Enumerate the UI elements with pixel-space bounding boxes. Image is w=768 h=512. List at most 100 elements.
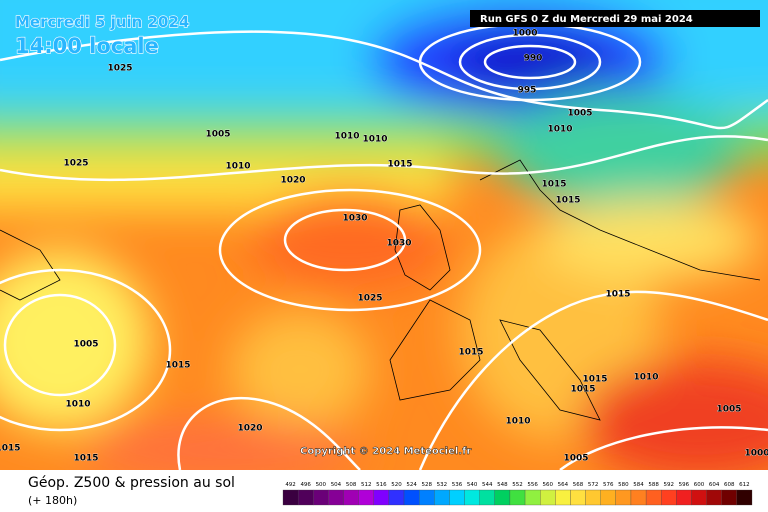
isobar-label: 1015 bbox=[582, 375, 607, 385]
legend-swatch bbox=[343, 489, 359, 506]
legend-label: 600 bbox=[694, 482, 705, 488]
isobar-label: 1025 bbox=[107, 64, 132, 74]
legend-swatch bbox=[585, 489, 601, 506]
legend-swatch bbox=[388, 489, 405, 506]
isobar-label: 1015 bbox=[458, 348, 483, 358]
legend-swatch bbox=[509, 489, 526, 506]
legend-label: 540 bbox=[467, 482, 478, 488]
map-date: Mercredi 5 juin 2024 bbox=[15, 13, 189, 31]
legend-label: 592 bbox=[664, 482, 675, 488]
isobar-label: 1015 bbox=[605, 290, 630, 300]
isobar-label: 1015 bbox=[570, 385, 595, 395]
legend-label: 508 bbox=[346, 482, 357, 488]
legend-swatch bbox=[570, 489, 586, 506]
isobar-label: 1025 bbox=[63, 159, 88, 169]
isobar-label: 1010 bbox=[225, 162, 250, 172]
isobar-label: 1010 bbox=[334, 132, 359, 142]
legend-label: 532 bbox=[437, 482, 448, 488]
legend-swatch bbox=[494, 489, 511, 506]
legend-swatch bbox=[721, 489, 738, 506]
legend-label: 492 bbox=[285, 482, 296, 488]
legend-label: 524 bbox=[406, 482, 417, 488]
legend-label: 548 bbox=[497, 482, 508, 488]
isobar-label: 1005 bbox=[73, 340, 98, 350]
legend-label: 608 bbox=[724, 482, 735, 488]
legend-swatch bbox=[661, 489, 677, 506]
isobar-label: 990 bbox=[524, 54, 543, 64]
legend-label: 504 bbox=[331, 482, 342, 488]
legend-swatch bbox=[297, 489, 314, 506]
isobar-label: 1005 bbox=[716, 405, 741, 415]
legend-label: 612 bbox=[739, 482, 750, 488]
legend-swatch bbox=[676, 489, 692, 506]
legend-swatch bbox=[479, 489, 495, 506]
legend-label: 584 bbox=[633, 482, 644, 488]
legend-swatch bbox=[313, 489, 329, 506]
legend-swatch bbox=[449, 489, 465, 506]
legend-label: 520 bbox=[391, 482, 402, 488]
legend-label: 528 bbox=[421, 482, 432, 488]
legend: 492 496 500 504 508 512 516 520 524 528 532 536 540 5… bbox=[282, 482, 753, 506]
legend-swatch bbox=[645, 489, 662, 506]
isobar-label: 1025 bbox=[357, 294, 382, 304]
legend-swatch bbox=[282, 489, 299, 506]
legend-label: 552 bbox=[512, 482, 523, 488]
isobar-label: 1005 bbox=[563, 454, 588, 464]
legend-swatch bbox=[419, 489, 435, 506]
legend-swatch bbox=[358, 489, 374, 506]
footer-lead: (+ 180h) bbox=[28, 494, 77, 507]
isobar-label: 1010 bbox=[547, 125, 572, 135]
legend-label: 604 bbox=[709, 482, 720, 488]
footer-title: Géop. Z500 & pression au sol bbox=[28, 475, 235, 491]
legend-label: 580 bbox=[618, 482, 629, 488]
legend-swatch bbox=[600, 489, 616, 506]
legend-swatch bbox=[706, 489, 722, 506]
legend-swatch bbox=[615, 489, 632, 506]
isobar-label: 1010 bbox=[362, 135, 387, 145]
isobar-label: 1010 bbox=[633, 373, 658, 383]
legend-swatch bbox=[540, 489, 556, 506]
legend-swatch bbox=[736, 489, 753, 506]
isobar-label: 1015 bbox=[73, 454, 98, 464]
legend-label: 536 bbox=[452, 482, 463, 488]
legend-swatch bbox=[403, 489, 420, 506]
legend-label: 496 bbox=[300, 482, 311, 488]
legend-label: 576 bbox=[603, 482, 614, 488]
isobar-label: 995 bbox=[518, 86, 537, 96]
copyright: Copyright © 2024 Meteociel.fr bbox=[300, 446, 471, 457]
isobar-label: 1015 bbox=[165, 361, 190, 371]
legend-label: 516 bbox=[376, 482, 387, 488]
isobar-label: 1030 bbox=[386, 239, 411, 249]
isobar-label: 1020 bbox=[237, 424, 262, 434]
isobar-label: 1005 bbox=[567, 109, 592, 119]
isobar-label: 1000 bbox=[744, 449, 768, 459]
isobar-label: 1005 bbox=[205, 130, 230, 140]
legend-swatch bbox=[434, 489, 450, 506]
legend-label: 564 bbox=[558, 482, 569, 488]
legend-swatch bbox=[373, 489, 390, 506]
legend-label: 544 bbox=[482, 482, 493, 488]
isobars bbox=[0, 22, 768, 472]
isobar-label: 1030 bbox=[342, 214, 367, 224]
legend-swatch bbox=[328, 489, 344, 506]
legend-swatch bbox=[524, 489, 541, 506]
legend-label: 500 bbox=[316, 482, 327, 488]
legend-swatch bbox=[691, 489, 707, 506]
run-box bbox=[470, 10, 760, 27]
legend-swatch bbox=[555, 489, 571, 506]
legend-label: 556 bbox=[527, 482, 538, 488]
legend-label: 596 bbox=[679, 482, 690, 488]
legend-swatch bbox=[630, 489, 647, 506]
legend-label: 572 bbox=[588, 482, 599, 488]
isobar-label: 1015 bbox=[387, 160, 412, 170]
isobar-label: 1015 bbox=[541, 180, 566, 190]
isobar-label: 1010 bbox=[505, 417, 530, 427]
map-time: 14:00 locale bbox=[15, 34, 159, 58]
legend-swatch bbox=[464, 489, 480, 506]
isobar-label: 1000 bbox=[512, 29, 537, 39]
isobar-label: 1020 bbox=[280, 176, 305, 186]
isobar-label: 1010 bbox=[65, 400, 90, 410]
run-label: Run GFS 0 Z du Mercredi 29 mai 2024 bbox=[480, 14, 693, 25]
